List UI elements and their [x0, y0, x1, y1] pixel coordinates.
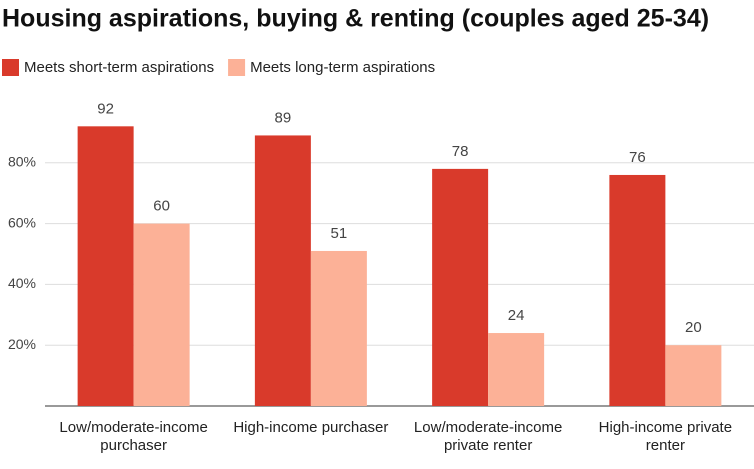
legend-label: Meets long-term aspirations [250, 59, 435, 76]
bar [488, 333, 545, 406]
bar [133, 223, 190, 406]
x-tick-label: Low/moderate-income purchaser [59, 419, 208, 454]
x-tick-label: High-income private renter [598, 419, 733, 454]
value-label: 89 [275, 109, 292, 126]
y-tick-label: 40% [8, 275, 36, 291]
bar [665, 345, 722, 406]
legend-label: Meets short-term aspirations [24, 59, 214, 76]
y-tick-label: 80% [8, 154, 36, 170]
value-label: 51 [331, 225, 348, 242]
value-label: 78 [452, 143, 469, 160]
legend-swatch [228, 59, 246, 76]
bar [77, 126, 134, 406]
x-tick-label: Low/moderate-income private renter [413, 419, 563, 454]
legend-swatch [2, 59, 19, 76]
value-label: 60 [153, 198, 170, 215]
value-label: 20 [685, 319, 702, 336]
y-tick-label: 60% [8, 214, 36, 230]
bar [609, 174, 666, 406]
bar [254, 135, 311, 406]
bar [310, 250, 367, 406]
y-tick-label: 20% [8, 336, 36, 352]
chart-title: Housing aspirations, buying & renting (c… [2, 5, 709, 33]
value-label: 92 [97, 100, 114, 117]
x-tick-label: High-income purchaser [233, 419, 389, 436]
bar [432, 168, 489, 406]
value-label: 76 [629, 149, 646, 166]
value-label: 24 [508, 307, 525, 324]
